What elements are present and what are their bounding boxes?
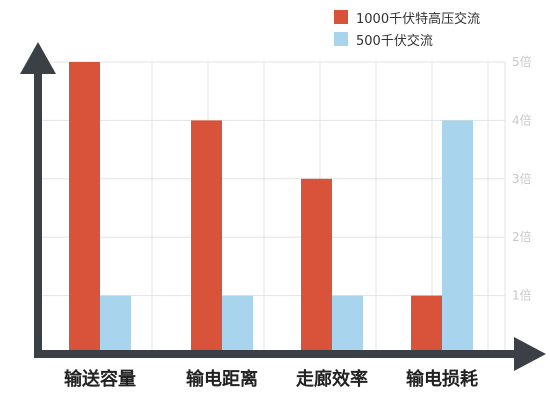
legend: 1000千伏特高压交流 500千伏交流 — [334, 6, 480, 50]
x-tick-label-3: 走廊效率 — [296, 368, 368, 390]
y-tick-label-4: 4倍 — [512, 112, 532, 127]
legend-swatch-series-2 — [334, 32, 348, 46]
bar-series-2-1 — [100, 295, 131, 354]
y-tick-label-5: 5倍 — [512, 54, 532, 69]
legend-swatch-series-1 — [334, 10, 348, 24]
x-tick-label-4: 输电损耗 — [406, 368, 478, 390]
axes — [20, 42, 546, 371]
x-axis-arrow — [514, 337, 546, 371]
legend-label-series-1: 1000千伏特高压交流 — [356, 11, 481, 27]
y-tick-label-2: 2倍 — [512, 229, 532, 244]
bar-series-2-2 — [222, 295, 253, 354]
legend-item-series-1: 1000千伏特高压交流 — [334, 6, 480, 28]
bars — [69, 62, 473, 355]
bar-series-1-3 — [301, 178, 332, 354]
bar-series-2-4 — [442, 120, 473, 355]
x-tick-label-1: 输送容量 — [64, 368, 136, 390]
bar-series-2-3 — [332, 295, 363, 354]
legend-item-series-2: 500千伏交流 — [334, 28, 480, 50]
bar-series-1-1 — [69, 62, 100, 354]
y-tick-label-3: 3倍 — [512, 171, 532, 186]
y-axis-arrow — [20, 42, 56, 74]
bar-series-1-4 — [411, 295, 442, 354]
x-tick-label-2: 输电距离 — [186, 368, 258, 390]
y-tick-label-1: 1倍 — [512, 288, 532, 303]
bar-series-1-2 — [191, 120, 222, 355]
legend-label-series-2: 500千伏交流 — [356, 33, 433, 49]
